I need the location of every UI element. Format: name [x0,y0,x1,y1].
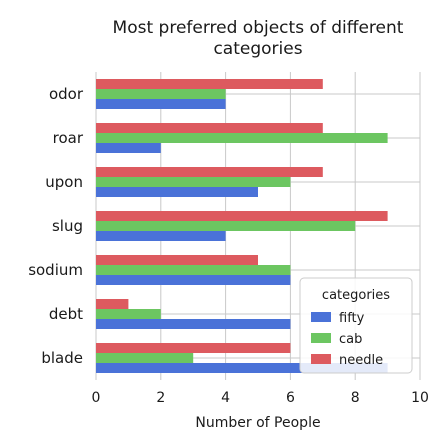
chart-title-line-1: Most preferred objects of different [113,18,404,38]
x-tick-label: 8 [351,390,360,406]
legend-title: categories [322,288,390,303]
category-labels: odor roar upon slug sodium debt blade [28,85,84,367]
bar-needle [96,123,323,133]
bar-needle [96,255,258,265]
x-tick-label: 10 [411,390,429,406]
bar-needle [96,299,129,309]
x-tick-label: 4 [221,390,230,406]
category-label: upon [45,173,83,191]
legend-label-cab: cab [339,332,362,347]
legend-swatch-fifty [311,312,331,322]
bar-cab [96,265,291,275]
bar-cab [96,177,291,187]
bar-cab [96,221,356,231]
bar-cab [96,133,388,143]
x-tick-label: 2 [156,390,165,406]
category-label: blade [41,349,83,367]
legend-items: fifty cab needle [311,311,383,368]
x-tick-labels: 0 2 4 6 8 10 [92,390,429,406]
legend-label-fifty: fifty [339,311,365,326]
category-label: odor [49,85,84,103]
category-label: sodium [28,261,83,279]
bar-cab [96,89,226,99]
bar-needle [96,79,323,89]
bar-cab [96,353,194,363]
category-label: slug [52,217,83,235]
legend-box [299,277,413,374]
bar-fifty [96,187,258,197]
legend-swatch-needle [311,354,331,364]
bar-fifty [96,275,291,285]
legend: categories fifty cab needle [299,277,413,374]
chart-title-line-2: categories [213,39,302,59]
category-label: roar [53,129,84,147]
bar-needle [96,211,388,221]
bars [96,79,388,373]
legend-label-needle: needle [339,353,383,368]
bar-fifty [96,143,161,153]
bar-fifty [96,231,226,241]
bar-needle [96,343,291,353]
x-tick-label: 0 [92,390,101,406]
bar-cab [96,309,161,319]
legend-swatch-cab [311,333,331,343]
bar-fifty [96,363,388,373]
x-axis-label: Number of People [195,415,320,431]
bar-fifty [96,99,226,109]
x-tick-label: 6 [286,390,295,406]
category-label: debt [49,305,83,323]
bar-needle [96,167,323,177]
bar-fifty [96,319,291,329]
